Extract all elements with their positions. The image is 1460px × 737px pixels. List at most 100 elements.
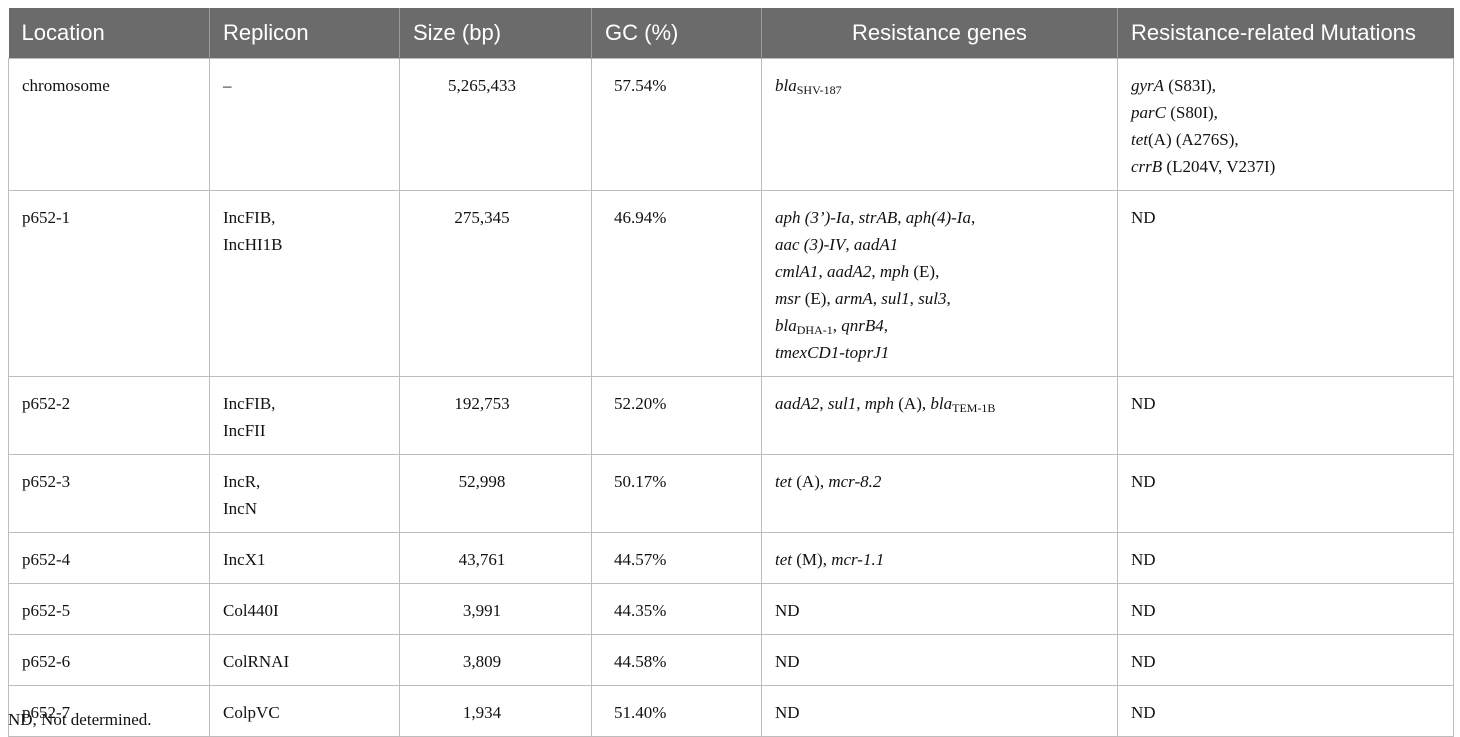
table-row: p652-3 IncR, IncN 52,998 50.17% tet (A), mcr-…	[8, 454, 1454, 533]
resistance-table: Location Replicon Size (bp) GC (%) Resis…	[8, 8, 1454, 737]
header-replicon: Replicon	[209, 8, 400, 59]
gene-line: msr (E), armA, sul1, sul3,	[775, 285, 1104, 312]
italic-text: sul3	[918, 289, 947, 308]
cell-mutations: ND	[1117, 190, 1454, 377]
plain-text: (S83I),	[1164, 76, 1216, 95]
italic-text: sul1	[827, 394, 857, 413]
footnote: ND, Not determined.	[8, 710, 152, 729]
cell-location: chromosome	[8, 58, 210, 191]
plain-text: (E),	[800, 289, 835, 308]
cell-location: p652-2	[8, 376, 210, 455]
cell-location: p652-1	[8, 190, 210, 377]
plain-text: ,	[909, 289, 919, 308]
gene-line: tet (M), mcr-1.1	[775, 546, 1104, 573]
cell-resistance-genes: ND	[761, 583, 1118, 635]
mutation-line: parC (S80I),	[1131, 99, 1440, 126]
cell-replicon: IncX1	[209, 532, 400, 584]
plain-text: ,	[832, 316, 842, 335]
italic-text: mcr-8.2	[828, 472, 882, 491]
subscript-text: SHV-187	[796, 83, 842, 97]
plain-text: (E),	[909, 262, 940, 281]
header-mutations: Resistance-related Mutations	[1117, 8, 1454, 59]
mutation-line: gyrA (S83I),	[1131, 72, 1440, 99]
replicon-line: IncX1	[223, 550, 266, 569]
italic-text: mcr-1.1	[831, 550, 885, 569]
header-row: Location Replicon Size (bp) GC (%) Resis…	[8, 8, 1454, 59]
italic-text: aph (3’)-Ia	[775, 208, 851, 227]
table-row: p652-1 IncFIB, IncHI1B 275,345 46.94% aph (3’…	[8, 190, 1454, 377]
mutation-line: ND	[1131, 204, 1440, 231]
replicon-line: IncFIB,	[223, 394, 276, 413]
plain-text: ND	[1131, 703, 1156, 722]
italic-text: cmlA1	[775, 262, 819, 281]
plain-text: ,	[946, 289, 951, 308]
replicon-line: IncHI1B	[223, 235, 283, 254]
italic-text: tet	[775, 550, 792, 569]
cell-size: 5,265,433	[399, 58, 592, 191]
replicon-line: Col440I	[223, 601, 279, 620]
cell-resistance-genes: blaSHV-187	[761, 58, 1118, 191]
cell-resistance-genes: tet (M), mcr-1.1	[761, 532, 1118, 584]
gene-line: ND	[775, 699, 1104, 726]
italic-text: mph	[879, 262, 910, 281]
cell-replicon: ColpVC	[209, 685, 400, 737]
cell-mutations: ND	[1117, 634, 1454, 686]
cell-location: p652-5	[8, 583, 210, 635]
italic-text: aadA2	[826, 262, 872, 281]
cell-location: p652-7	[8, 685, 210, 737]
cell-size: 192,753	[399, 376, 592, 455]
plain-text: ND	[1131, 208, 1156, 227]
plain-text: ND	[1131, 601, 1156, 620]
plain-text: ND	[1131, 472, 1156, 491]
italic-text: mph	[864, 394, 895, 413]
cell-gc: 57.54%	[591, 58, 762, 191]
italic-text: tmexCD1-toprJ1	[775, 343, 890, 362]
plain-text: ND	[775, 703, 800, 722]
table-row: chromosome – 5,265,433 57.54% blaSHV-187 gyrA…	[8, 58, 1454, 191]
plain-text: (S80I),	[1165, 103, 1218, 122]
plain-text: ,	[850, 208, 859, 227]
plain-text: (A),	[792, 472, 829, 491]
cell-size: 3,809	[399, 634, 592, 686]
cell-gc: 46.94%	[591, 190, 762, 377]
gene-line: aph (3’)-Ia, strAB, aph(4)-Ia,	[775, 204, 1104, 231]
gene-line: blaDHA-1, qnrB4,	[775, 312, 1104, 339]
mutation-line: ND	[1131, 597, 1440, 624]
italic-text: aph(4)-Ia	[905, 208, 971, 227]
cell-gc: 50.17%	[591, 454, 762, 533]
plain-text: ,	[872, 289, 882, 308]
gene-line: ND	[775, 597, 1104, 624]
italic-text: aadA2	[775, 394, 820, 413]
gene-line: tmexCD1-toprJ1	[775, 339, 1104, 366]
cell-gc: 51.40%	[591, 685, 762, 737]
cell-mutations: ND	[1117, 583, 1454, 635]
gene-line: blaSHV-187	[775, 72, 1104, 99]
italic-text: bla	[930, 394, 953, 413]
italic-text: qnrB4	[841, 316, 884, 335]
plain-text: ,	[856, 394, 865, 413]
cell-gc: 52.20%	[591, 376, 762, 455]
italic-text: tet	[1131, 130, 1148, 149]
table-row: p652-2 IncFIB, IncFII 192,753 52.20% aadA2, s…	[8, 376, 1454, 455]
plain-text: ,	[818, 262, 827, 281]
plain-text: ND	[775, 601, 800, 620]
gene-line: aadA2, sul1, mph (A), blaTEM-1B	[775, 390, 1104, 417]
cell-location: p652-4	[8, 532, 210, 584]
cell-resistance-genes: ND	[761, 634, 1118, 686]
cell-resistance-genes: aph (3’)-Ia, strAB, aph(4)-Ia, aac (3)-IV…	[761, 190, 1118, 377]
table-row: p652-6 ColRNAI 3,809 44.58% ND ND	[8, 634, 1454, 686]
cell-size: 52,998	[399, 454, 592, 533]
table-row: p652-5 Col440I 3,991 44.35% ND ND	[8, 583, 1454, 635]
plain-text: (A) (A276S),	[1148, 130, 1239, 149]
mutation-line: ND	[1131, 390, 1440, 417]
cell-size: 43,761	[399, 532, 592, 584]
header-gc: GC (%)	[591, 8, 762, 59]
plain-text: ND	[1131, 550, 1156, 569]
header-resistance-genes: Resistance genes	[761, 8, 1118, 59]
italic-text: crrB	[1131, 157, 1163, 176]
cell-resistance-genes: tet (A), mcr-8.2	[761, 454, 1118, 533]
plain-text: ,	[845, 235, 854, 254]
cell-size: 275,345	[399, 190, 592, 377]
cell-replicon: –	[209, 58, 400, 191]
mutation-line: crrB (L204V, V237I)	[1131, 153, 1440, 180]
